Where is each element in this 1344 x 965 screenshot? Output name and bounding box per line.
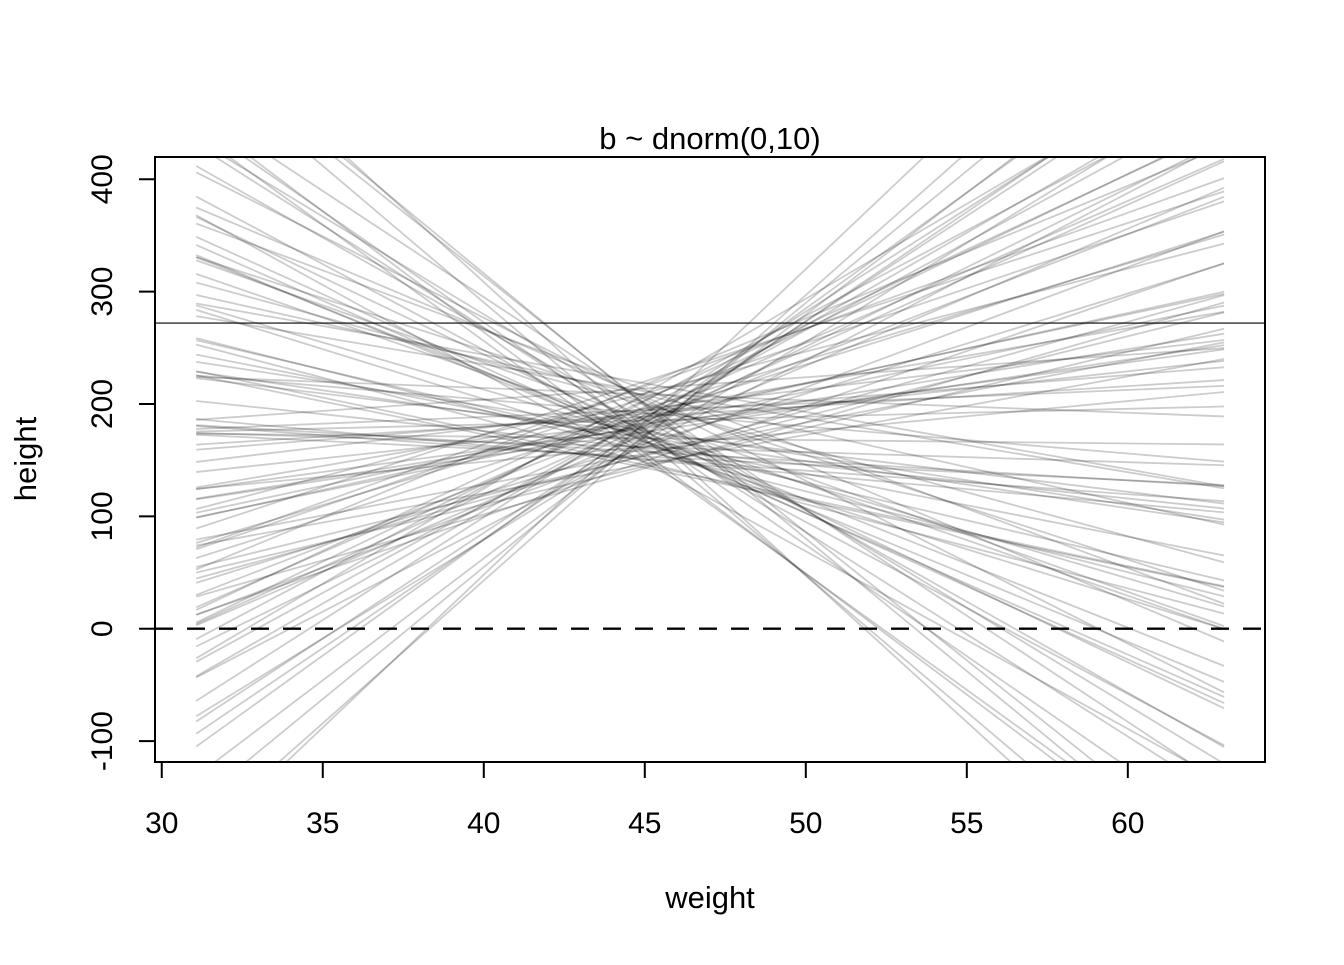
reference-lines	[155, 322, 1265, 630]
svg-text:35: 35	[306, 807, 339, 840]
y-axis-label: height	[8, 416, 43, 501]
svg-text:55: 55	[950, 807, 983, 840]
y-axis-tick-labels: -100 0 100 200 300 400	[86, 154, 119, 771]
plot-border	[154, 156, 1266, 763]
plot-title: b ~ dnorm(0,10)	[599, 121, 820, 156]
svg-text:30: 30	[145, 807, 178, 840]
prior-predictive-lines	[195, 157, 1225, 762]
svg-text:40: 40	[467, 807, 500, 840]
svg-text:400: 400	[86, 154, 119, 204]
svg-text:60: 60	[1111, 807, 1144, 840]
x-axis-ticks	[160, 762, 1129, 778]
svg-text:0: 0	[86, 620, 119, 637]
x-axis-tick-labels: 30 35 40 45 50 55 60	[145, 807, 1144, 840]
svg-text:-100: -100	[86, 711, 119, 771]
y-axis-ticks	[139, 178, 155, 743]
svg-text:200: 200	[86, 379, 119, 429]
svg-text:300: 300	[86, 267, 119, 317]
svg-text:50: 50	[789, 807, 822, 840]
x-axis-label: weight	[664, 880, 755, 915]
svg-text:100: 100	[86, 491, 119, 541]
svg-text:45: 45	[628, 807, 661, 840]
